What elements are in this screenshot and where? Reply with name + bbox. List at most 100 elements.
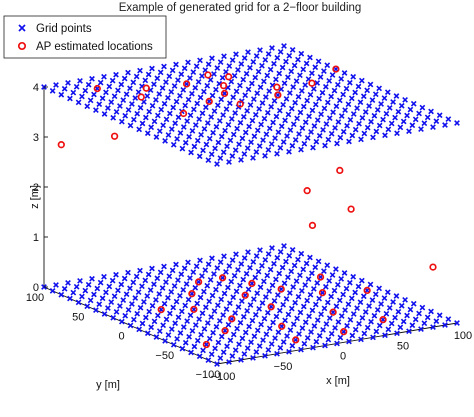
grid-point-marker bbox=[322, 142, 328, 149]
grid-point-marker bbox=[323, 121, 330, 127]
grid-point-marker bbox=[350, 111, 357, 117]
grid-point-marker bbox=[285, 274, 291, 281]
grid-point-marker bbox=[302, 119, 309, 126]
grid-point-marker bbox=[397, 124, 404, 131]
grid-point-marker bbox=[178, 308, 185, 315]
grid-point-marker bbox=[320, 127, 326, 133]
grid-point-marker bbox=[163, 279, 169, 286]
grid-point-marker bbox=[295, 56, 301, 63]
ap-location-marker bbox=[218, 274, 227, 282]
grid-point-marker bbox=[161, 100, 168, 107]
grid-point-marker bbox=[279, 264, 286, 271]
grid-point-marker bbox=[328, 93, 335, 100]
grid-point-marker bbox=[148, 124, 155, 131]
grid-point-marker bbox=[211, 71, 217, 77]
grid-point-marker bbox=[304, 134, 311, 141]
grid-point-marker bbox=[303, 60, 310, 67]
grid-point-marker bbox=[393, 293, 400, 299]
grid-point-marker bbox=[307, 254, 313, 261]
grid-point-marker bbox=[105, 305, 111, 311]
grid-point-marker bbox=[203, 141, 210, 148]
legend-grid-marker bbox=[18, 24, 26, 32]
grid-point-marker bbox=[368, 318, 374, 325]
grid-point-marker bbox=[332, 124, 338, 131]
grid-point-marker bbox=[75, 99, 82, 106]
grid-point-marker bbox=[324, 262, 331, 269]
grid-point-marker bbox=[115, 87, 121, 94]
grid-point-marker bbox=[361, 130, 368, 137]
grid-point-marker bbox=[269, 282, 276, 289]
grid-point-marker bbox=[158, 106, 165, 113]
grid-point-marker bbox=[369, 297, 376, 304]
grid-point-marker bbox=[259, 100, 266, 106]
grid-point-marker bbox=[125, 269, 131, 276]
grid-point-marker bbox=[232, 347, 239, 354]
grid-point-marker bbox=[208, 114, 215, 120]
grid-point-marker bbox=[331, 87, 338, 94]
grid-point-marker bbox=[200, 347, 206, 354]
y-tick-label: 100 bbox=[26, 292, 44, 304]
grid-point-marker bbox=[333, 266, 339, 272]
grid-point-marker bbox=[326, 315, 333, 321]
grid-point-marker bbox=[240, 113, 247, 120]
grid-point-marker bbox=[309, 70, 315, 77]
grid-point-marker bbox=[166, 310, 173, 317]
grid-point-marker bbox=[221, 253, 227, 260]
grid-point-marker bbox=[373, 328, 380, 335]
grid-point-marker bbox=[173, 61, 179, 68]
grid-point-marker bbox=[242, 92, 249, 99]
grid-point-marker bbox=[202, 304, 209, 311]
grid-point-marker bbox=[247, 264, 253, 271]
grid-point-marker bbox=[324, 62, 331, 69]
grid-point-marker bbox=[153, 96, 159, 103]
grid-point-marker bbox=[421, 320, 428, 327]
grid-point-marker bbox=[264, 272, 271, 279]
grid-point-marker bbox=[201, 88, 207, 95]
grid-point-marker bbox=[182, 139, 189, 146]
grid-point-marker bbox=[256, 305, 263, 312]
grid-point-marker bbox=[259, 300, 266, 306]
grid-point-marker bbox=[418, 326, 424, 333]
grid-point-marker bbox=[410, 300, 417, 307]
grid-point-marker bbox=[274, 54, 281, 61]
grid-point-marker bbox=[139, 120, 146, 127]
grid-point-marker bbox=[123, 91, 130, 98]
grid-point-marker bbox=[236, 341, 242, 348]
grid-point-marker bbox=[297, 272, 303, 279]
grid-point-marker bbox=[151, 81, 157, 88]
grid-point-marker bbox=[323, 321, 330, 327]
grid-point-marker bbox=[292, 299, 299, 306]
grid-point-marker bbox=[256, 343, 263, 349]
grid-point-marker bbox=[229, 353, 236, 359]
grid-point-marker bbox=[233, 51, 239, 58]
grid-point-marker bbox=[268, 103, 275, 110]
grid-point-marker bbox=[232, 147, 239, 154]
grid-point-marker bbox=[338, 275, 345, 282]
grid-point-marker bbox=[175, 114, 182, 121]
grid-point-marker bbox=[232, 110, 239, 116]
grid-point-marker bbox=[318, 111, 324, 118]
grid-point-marker bbox=[204, 82, 211, 89]
grid-point-marker bbox=[352, 326, 359, 333]
grid-point-marker bbox=[369, 97, 376, 104]
grid-point-marker bbox=[238, 261, 245, 267]
floor1-grid bbox=[41, 43, 460, 167]
ap-location-marker bbox=[228, 315, 236, 323]
grid-point-marker bbox=[326, 115, 333, 121]
grid-point-marker bbox=[193, 63, 200, 70]
grid-point-marker bbox=[216, 118, 223, 124]
grid-point-marker bbox=[185, 96, 192, 103]
grid-point-marker bbox=[58, 291, 65, 298]
grid-point-marker bbox=[291, 62, 298, 69]
grid-point-marker bbox=[357, 299, 364, 306]
grid-point-marker bbox=[302, 282, 309, 288]
grid-point-marker bbox=[87, 297, 94, 304]
grid-point-marker bbox=[300, 103, 307, 110]
z-tick-label: 2 bbox=[33, 182, 39, 194]
grid-point-marker bbox=[110, 114, 117, 121]
grid-point-marker bbox=[224, 343, 230, 350]
grid-point-marker bbox=[279, 64, 286, 71]
grid-point-marker bbox=[172, 320, 179, 327]
grid-point-marker bbox=[145, 71, 152, 78]
grid-point-marker bbox=[381, 295, 388, 301]
